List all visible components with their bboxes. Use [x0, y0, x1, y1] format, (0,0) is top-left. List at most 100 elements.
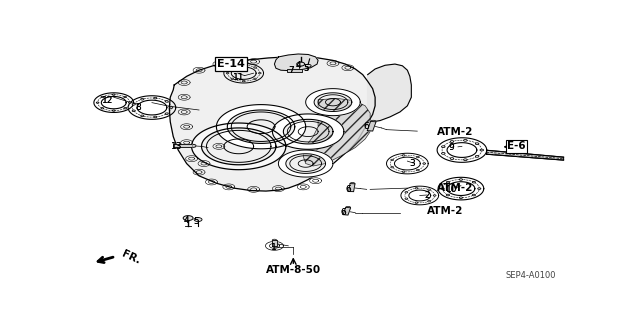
Circle shape — [460, 197, 463, 198]
Circle shape — [132, 110, 135, 112]
Circle shape — [446, 182, 449, 183]
Circle shape — [450, 141, 454, 142]
Text: E-6: E-6 — [507, 141, 526, 151]
Text: 8: 8 — [136, 102, 141, 112]
Circle shape — [472, 182, 476, 183]
Circle shape — [417, 156, 419, 158]
Polygon shape — [169, 57, 375, 191]
Circle shape — [442, 146, 445, 148]
Bar — [287, 70, 302, 72]
Text: 1: 1 — [271, 242, 276, 252]
Circle shape — [101, 96, 104, 98]
Polygon shape — [273, 114, 344, 149]
Circle shape — [442, 152, 445, 154]
Circle shape — [415, 188, 418, 189]
Text: 7: 7 — [288, 66, 294, 75]
Text: SEP4-A0100: SEP4-A0100 — [506, 271, 556, 280]
Text: 8: 8 — [136, 102, 141, 112]
Circle shape — [423, 163, 426, 164]
Circle shape — [460, 179, 463, 180]
Text: ATM-8-50: ATM-8-50 — [266, 265, 321, 275]
Text: 5: 5 — [194, 217, 200, 226]
Circle shape — [463, 159, 467, 160]
Circle shape — [226, 72, 229, 74]
Circle shape — [253, 78, 257, 79]
Text: 10: 10 — [446, 185, 458, 194]
Text: 7: 7 — [288, 66, 294, 75]
Circle shape — [113, 110, 115, 111]
Text: ATM-2: ATM-2 — [428, 206, 463, 217]
Polygon shape — [272, 240, 276, 247]
Circle shape — [96, 102, 99, 103]
Text: 9: 9 — [448, 143, 454, 152]
Circle shape — [194, 218, 202, 221]
Circle shape — [450, 158, 454, 160]
Text: 4: 4 — [296, 61, 301, 70]
Circle shape — [405, 192, 408, 193]
Circle shape — [405, 198, 408, 199]
Circle shape — [113, 94, 115, 95]
Text: 2: 2 — [424, 191, 430, 200]
Text: 6: 6 — [345, 185, 351, 194]
Circle shape — [446, 194, 449, 196]
Circle shape — [101, 108, 104, 109]
Text: 10: 10 — [446, 185, 458, 194]
Polygon shape — [349, 184, 355, 192]
Polygon shape — [278, 150, 333, 177]
Text: 3: 3 — [410, 159, 415, 168]
Text: 11: 11 — [233, 73, 244, 82]
Text: 6: 6 — [345, 185, 351, 194]
Circle shape — [165, 100, 168, 102]
Circle shape — [477, 188, 481, 189]
Polygon shape — [486, 150, 564, 160]
Circle shape — [124, 108, 127, 109]
Circle shape — [170, 107, 173, 108]
Polygon shape — [216, 105, 306, 149]
Polygon shape — [367, 64, 412, 122]
Bar — [173, 145, 192, 147]
Circle shape — [183, 216, 193, 220]
Text: 3: 3 — [410, 159, 415, 168]
Circle shape — [132, 103, 135, 105]
Polygon shape — [193, 145, 196, 147]
Text: 4: 4 — [184, 216, 189, 225]
Circle shape — [231, 67, 234, 68]
Text: 11: 11 — [233, 73, 244, 82]
Circle shape — [154, 116, 157, 118]
Circle shape — [476, 143, 479, 145]
Circle shape — [243, 64, 245, 66]
Text: 5: 5 — [303, 64, 309, 73]
Text: 13: 13 — [171, 142, 182, 151]
Circle shape — [441, 188, 444, 189]
Text: 6: 6 — [364, 122, 369, 131]
Circle shape — [402, 155, 405, 156]
Polygon shape — [303, 99, 370, 166]
Text: 9: 9 — [448, 143, 454, 152]
Text: 12: 12 — [102, 96, 113, 105]
Circle shape — [124, 96, 127, 98]
Text: 5: 5 — [303, 64, 309, 73]
Polygon shape — [191, 123, 286, 170]
Text: 6: 6 — [364, 122, 369, 131]
Circle shape — [391, 167, 394, 168]
Circle shape — [433, 195, 436, 196]
Circle shape — [259, 72, 261, 74]
Text: 4: 4 — [296, 61, 301, 70]
Circle shape — [253, 67, 257, 68]
Text: 6: 6 — [340, 208, 346, 217]
Circle shape — [472, 194, 476, 196]
Circle shape — [463, 139, 467, 141]
Text: 1: 1 — [271, 242, 276, 252]
Circle shape — [428, 189, 431, 190]
Circle shape — [428, 201, 431, 202]
Text: ATM-2: ATM-2 — [437, 127, 474, 137]
Text: E-14: E-14 — [218, 59, 245, 69]
Text: 4: 4 — [184, 216, 189, 225]
Polygon shape — [343, 207, 351, 215]
Polygon shape — [367, 122, 376, 131]
Text: 5: 5 — [194, 217, 200, 226]
Circle shape — [129, 102, 131, 103]
Circle shape — [415, 202, 418, 204]
Circle shape — [154, 97, 157, 99]
Circle shape — [165, 113, 168, 115]
